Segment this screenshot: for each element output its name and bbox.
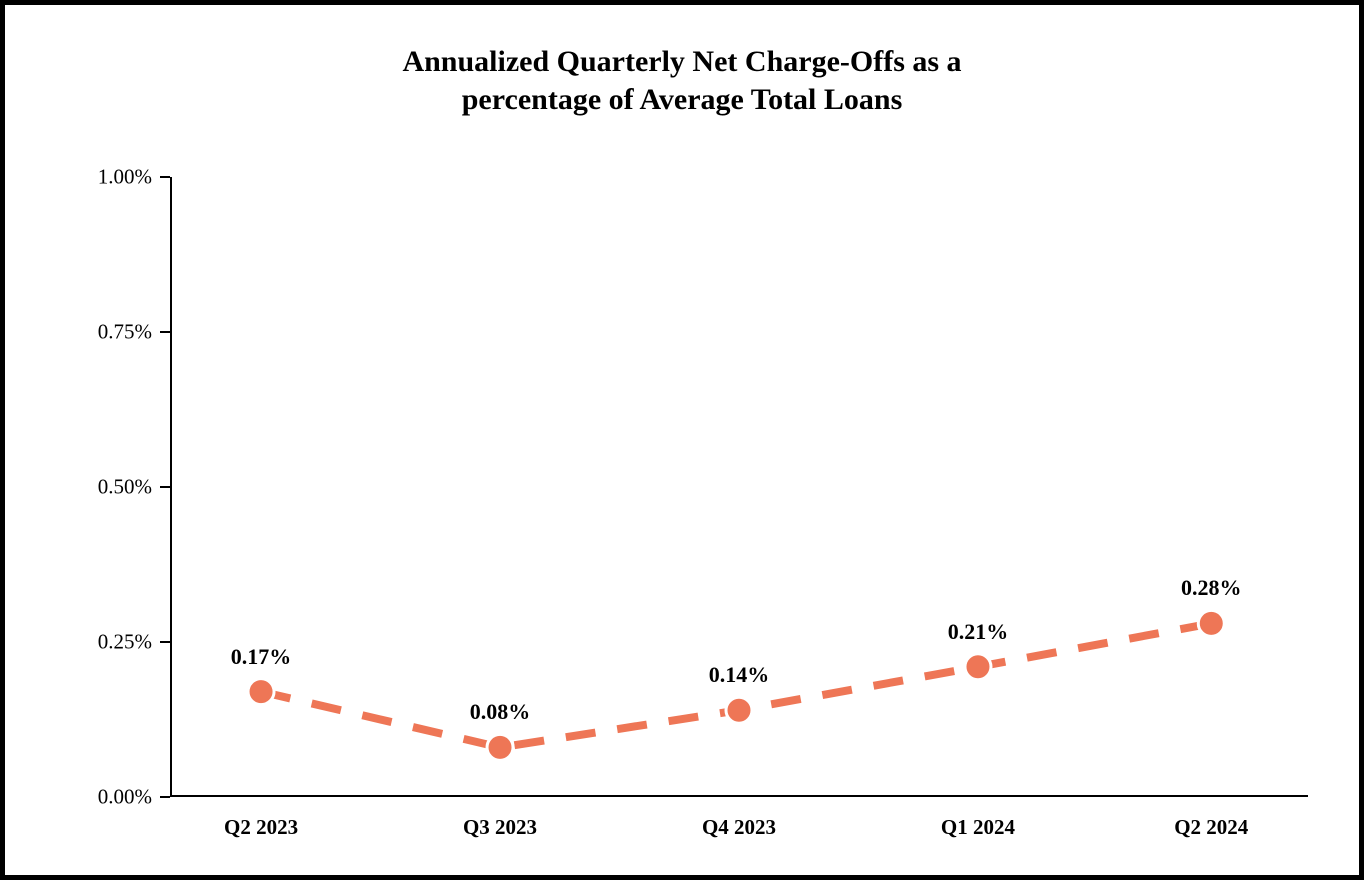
y-tick [160, 486, 170, 488]
chart-frame: Annualized Quarterly Net Charge-Offs as … [0, 0, 1364, 880]
x-tick-label: Q1 2024 [941, 815, 1015, 840]
data-marker [1198, 610, 1224, 636]
x-tick-label: Q2 2024 [1174, 815, 1248, 840]
data-marker [248, 679, 274, 705]
x-axis [170, 795, 1308, 797]
x-tick-label: Q4 2023 [702, 815, 776, 840]
chart-title-line1: Annualized Quarterly Net Charge-Offs as … [402, 45, 961, 78]
y-tick-label: 0.00% [80, 785, 152, 810]
y-tick [160, 331, 170, 333]
data-label: 0.14% [709, 662, 770, 688]
data-label: 0.17% [231, 644, 292, 670]
chart-title-line2: percentage of Average Total Loans [462, 83, 903, 116]
plot-svg [170, 177, 1308, 797]
y-tick-label: 1.00% [80, 165, 152, 190]
data-marker [965, 654, 991, 680]
y-axis [170, 177, 172, 797]
data-label: 0.21% [948, 619, 1009, 645]
y-tick [160, 641, 170, 643]
y-tick [160, 796, 170, 798]
y-tick [160, 176, 170, 178]
y-tick-label: 0.25% [80, 630, 152, 655]
data-marker [726, 697, 752, 723]
plot-area: 0.00%0.25%0.50%0.75%1.00%Q2 2023Q3 2023Q… [170, 177, 1308, 797]
data-label: 0.28% [1181, 575, 1242, 601]
y-tick-label: 0.50% [80, 475, 152, 500]
data-marker [487, 734, 513, 760]
x-tick-label: Q2 2023 [224, 815, 298, 840]
x-tick-label: Q3 2023 [463, 815, 537, 840]
chart-title: Annualized Quarterly Net Charge-Offs as … [5, 43, 1359, 118]
data-label: 0.08% [470, 699, 531, 725]
y-tick-label: 0.75% [80, 320, 152, 345]
